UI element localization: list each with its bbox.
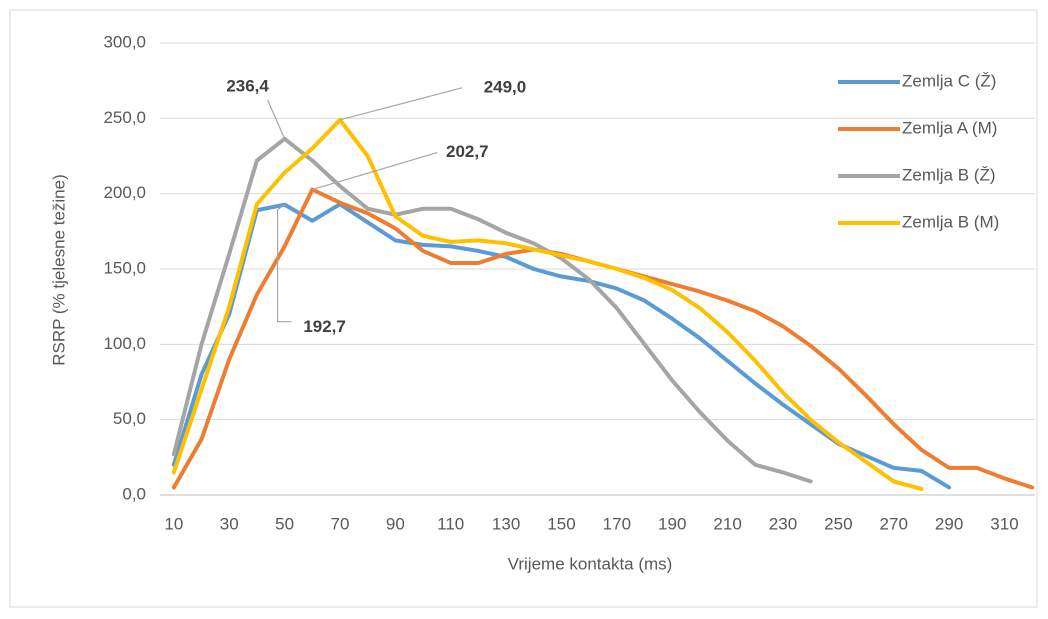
x-tick-label: 130: [492, 514, 520, 533]
legend-label: Zemlja B (M): [902, 212, 999, 231]
x-tick-label: 110: [437, 514, 464, 533]
leader-line: [339, 87, 463, 121]
y-tick-label: 100,0: [103, 334, 146, 353]
data-label: 236,4: [226, 76, 269, 95]
x-tick-label: 290: [935, 514, 963, 533]
chart-frame: [9, 9, 1038, 608]
y-tick-label: 200,0: [103, 183, 146, 202]
x-tick-label: 10: [164, 514, 183, 533]
data-label: 202,7: [446, 142, 489, 161]
y-tick-label: 0,0: [122, 484, 146, 503]
leader-line: [312, 152, 438, 191]
leader-line: [267, 99, 286, 140]
x-tick-label: 190: [658, 514, 686, 533]
x-tick-label: 250: [824, 514, 852, 533]
legend-label: Zemlja A (M): [902, 118, 997, 137]
x-axis-title: Vrijeme kontakta (ms): [508, 554, 673, 573]
x-tick-label: 310: [990, 514, 1018, 533]
x-tick-label: 50: [275, 514, 294, 533]
series-line: [171, 202, 952, 490]
x-tick-label: 90: [386, 514, 405, 533]
x-tick-label: 30: [220, 514, 239, 533]
y-tick-label: 250,0: [103, 108, 146, 127]
y-tick-label: 300,0: [103, 32, 146, 51]
leader-line: [276, 204, 292, 323]
data-label: 249,0: [484, 77, 527, 96]
data-label: 192,7: [303, 317, 346, 336]
y-tick-label: 150,0: [103, 258, 146, 277]
y-axis-title: RSRP (% tjelesne težine): [49, 174, 68, 366]
x-tick-label: 270: [880, 514, 908, 533]
x-tick-label: 70: [331, 514, 350, 533]
series-line: [171, 117, 924, 491]
x-tick-label: 170: [603, 514, 631, 533]
series-line: [171, 136, 813, 484]
legend-label: Zemlja B (Ž): [902, 165, 996, 184]
legend-label: Zemlja C (Ž): [902, 71, 996, 90]
x-tick-label: 150: [547, 514, 575, 533]
x-tick-label: 210: [713, 514, 741, 533]
x-tick-label: 230: [769, 514, 797, 533]
y-tick-label: 50,0: [113, 409, 146, 428]
